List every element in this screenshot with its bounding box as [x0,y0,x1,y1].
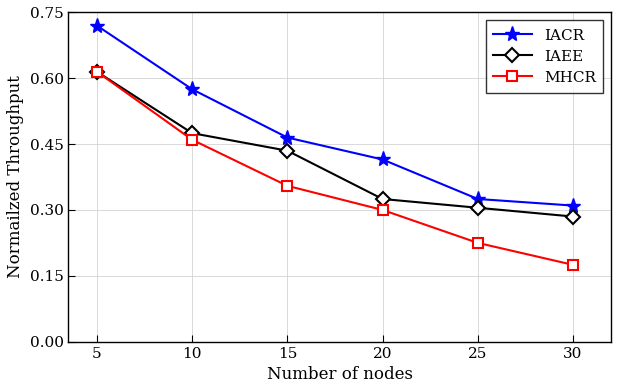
X-axis label: Number of nodes: Number of nodes [267,366,413,383]
IAEE [188,131,196,135]
IAEE [474,206,481,210]
MHCR [379,207,386,212]
IACR [379,157,386,162]
Legend: IACR, IAEE, MHCR: IACR, IAEE, MHCR [486,20,603,93]
Line: MHCR: MHCR [92,67,578,270]
IAEE [93,69,101,74]
MHCR [569,262,577,267]
MHCR [284,183,291,188]
IAEE [379,197,386,201]
Y-axis label: Normailzed Throughput: Normailzed Throughput [7,76,24,278]
IAEE [284,148,291,153]
IACR [188,87,196,92]
Line: IAEE: IAEE [92,67,578,222]
MHCR [93,69,101,74]
IACR [93,23,101,28]
IAEE [569,214,577,219]
IACR [569,203,577,208]
IACR [284,135,291,140]
MHCR [188,137,196,142]
MHCR [474,241,481,245]
IACR [474,197,481,201]
Line: IACR: IACR [89,18,580,213]
